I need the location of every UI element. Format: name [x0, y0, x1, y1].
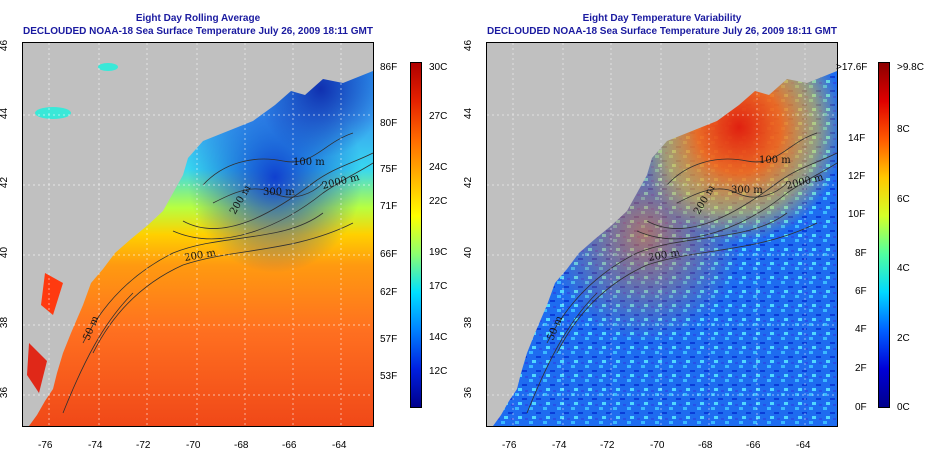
- x-tick-label: -72: [600, 440, 615, 451]
- y-tick-label: 46: [463, 39, 475, 52]
- cb-left-label: >17.6F: [836, 62, 868, 73]
- x-tick-label: -66: [746, 440, 761, 451]
- cb-right-label: 19C: [429, 247, 448, 258]
- cb-right-label: 27C: [429, 111, 448, 122]
- cb-left-label: 66F: [380, 249, 398, 260]
- x-tick-label: -72: [136, 440, 151, 451]
- right-title: Eight Day Temperature Variability DECLOU…: [486, 12, 838, 38]
- cb-right-label: 8C: [897, 124, 910, 135]
- left-title-line2: DECLOUDED NOAA-18 Sea Surface Temperatur…: [23, 26, 373, 37]
- right-colorbar: [878, 62, 890, 408]
- y-tick-label: 40: [0, 246, 11, 259]
- land-mass: [23, 43, 373, 426]
- cb-left-label: 53F: [380, 371, 398, 382]
- left-map-svg: 100 m 300 m 200 m 2000 m 200 m 50 m: [23, 43, 373, 426]
- y-tick-label: 44: [0, 107, 11, 120]
- cb-left-label: 80F: [380, 118, 398, 129]
- x-tick-label: -70: [650, 440, 665, 451]
- cb-left-label: 10F: [848, 209, 866, 220]
- cb-right-label: 12C: [429, 366, 448, 377]
- land-mass: [487, 43, 837, 426]
- x-tick-label: -68: [698, 440, 713, 451]
- right-map-svg: 100 m 300 m 2000 m 200 m 200 m 50 m: [487, 43, 837, 426]
- x-tick-label: -64: [796, 440, 811, 451]
- left-sst-map: 100 m 300 m 200 m 2000 m 200 m 50 m: [22, 42, 374, 427]
- cb-left-label: 71F: [380, 201, 398, 212]
- right-title-line1: Eight Day Temperature Variability: [582, 13, 742, 24]
- cb-right-label: 0C: [897, 402, 910, 413]
- cb-left-label: 8F: [855, 248, 867, 259]
- cb-right-label: 14C: [429, 332, 448, 343]
- x-tick-label: -74: [552, 440, 567, 451]
- x-tick-label: -74: [88, 440, 103, 451]
- cb-left-label: 2F: [855, 363, 867, 374]
- cb-left-label: 6F: [855, 286, 867, 297]
- cb-right-label: 4C: [897, 263, 910, 274]
- cb-left-label: 86F: [380, 62, 398, 73]
- y-tick-label: 38: [463, 316, 475, 329]
- x-tick-label: -68: [234, 440, 249, 451]
- x-tick-label: -76: [502, 440, 517, 451]
- left-title: Eight Day Rolling Average DECLOUDED NOAA…: [22, 12, 374, 38]
- cb-right-label: 2C: [897, 333, 910, 344]
- bathymetry-contours: [526, 132, 837, 414]
- x-tick-label: -76: [38, 440, 53, 451]
- x-tick-label: -70: [186, 440, 201, 451]
- y-tick-label: 42: [0, 176, 11, 189]
- y-tick-label: 46: [0, 39, 11, 52]
- cb-right-label: 17C: [429, 281, 448, 292]
- grid-lines: [23, 43, 373, 426]
- cb-left-label: 12F: [848, 171, 866, 182]
- left-colorbar: [410, 62, 422, 408]
- cb-right-label: 22C: [429, 196, 448, 207]
- contour-label: 100 m: [293, 157, 325, 168]
- cb-left-label: 14F: [848, 133, 866, 144]
- cb-right-label: 24C: [429, 162, 448, 173]
- x-tick-label: -64: [332, 440, 347, 451]
- left-title-line1: Eight Day Rolling Average: [135, 13, 261, 24]
- cb-left-label: 57F: [380, 334, 398, 345]
- cb-left-label: 0F: [855, 402, 867, 413]
- bathymetry-contours: [62, 132, 373, 414]
- x-tick-label: -66: [282, 440, 297, 451]
- y-tick-label: 38: [0, 316, 11, 329]
- contour-label: 300 m: [731, 185, 763, 196]
- contour-label: 300 m: [263, 187, 295, 198]
- grid-lines: [487, 43, 837, 426]
- right-title-line2: DECLOUDED NOAA-18 Sea Surface Temperatur…: [487, 26, 837, 37]
- right-variability-map: 100 m 300 m 2000 m 200 m 200 m 50 m: [486, 42, 838, 427]
- cb-right-label: >9.8C: [897, 62, 924, 73]
- y-tick-label: 40: [463, 246, 475, 259]
- cb-right-label: 30C: [429, 62, 448, 73]
- cb-left-label: 4F: [855, 324, 867, 335]
- cb-left-label: 75F: [380, 164, 398, 175]
- y-tick-label: 42: [463, 176, 475, 189]
- cb-right-label: 6C: [897, 194, 910, 205]
- y-tick-label: 36: [0, 386, 11, 399]
- y-tick-label: 44: [463, 107, 475, 120]
- y-tick-label: 36: [463, 386, 475, 399]
- cb-left-label: 62F: [380, 287, 398, 298]
- contour-label: 100 m: [759, 155, 791, 166]
